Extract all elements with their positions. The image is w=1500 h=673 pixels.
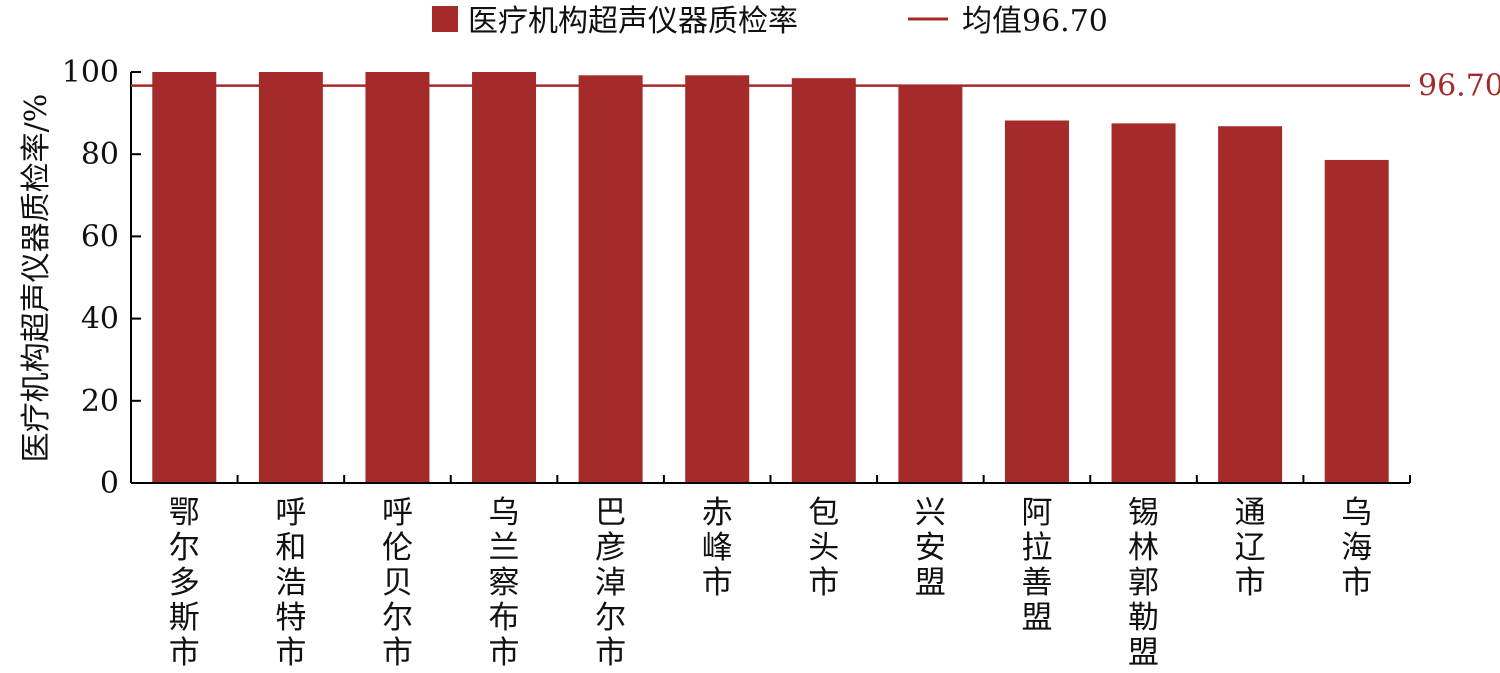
y-tick-label: 20 [81, 384, 119, 419]
y-tick-label: 40 [81, 302, 119, 337]
bar [1218, 126, 1283, 483]
y-tick-label: 100 [62, 55, 119, 90]
x-tick-label: 赤峰市 [702, 495, 733, 601]
bar [258, 72, 323, 483]
y-tick-label: 80 [81, 137, 119, 172]
x-tick-label: 乌兰察布市 [489, 495, 520, 671]
x-tick-label: 呼伦贝尔市 [382, 495, 413, 671]
y-axis-label: 医疗机构超声仪器质检率/% [19, 94, 54, 463]
legend-swatch-bar [432, 6, 458, 32]
y-tick-label: 0 [100, 466, 119, 501]
bar [365, 72, 430, 483]
x-axis: 鄂尔多斯市 呼和浩特市 呼伦贝尔市 乌兰察布市 巴彦淖尔市 赤峰市 包头市 兴安盟 阿拉善盟 锡林… [130, 475, 1411, 671]
x-tick-label: 兴安盟 [915, 495, 946, 601]
x-tick-label: 通辽市 [1235, 495, 1266, 601]
x-tick-label: 乌海市 [1341, 495, 1372, 601]
bar [578, 75, 643, 484]
bar [1004, 120, 1069, 484]
legend: 医疗机构超声仪器质检率 均值96.70 [432, 4, 1108, 39]
bar [685, 75, 750, 484]
bar [1111, 123, 1176, 483]
y-tick-label: 60 [81, 219, 119, 254]
bar [152, 72, 217, 483]
mean-reference: 96.70 [131, 69, 1500, 104]
bar [472, 72, 537, 483]
x-tick-label: 阿拉善盟 [1021, 495, 1052, 636]
legend-label-bar: 医疗机构超声仪器质检率 [468, 4, 798, 39]
bar [791, 78, 856, 483]
x-tick-label: 鄂尔多斯市 [169, 495, 200, 671]
legend-label-mean: 均值96.70 [962, 4, 1108, 39]
bar [898, 85, 963, 484]
bars [152, 72, 1389, 484]
x-tick-label: 包头市 [808, 495, 839, 601]
x-tick-label: 巴彦淖尔市 [595, 495, 626, 671]
x-tick-label: 呼和浩特市 [275, 495, 306, 671]
mean-value-label: 96.70 [1418, 69, 1500, 104]
bar [1324, 159, 1389, 484]
y-axis: 0 20 40 60 80 100 [62, 55, 141, 501]
x-tick-label: 锡林郭勒盟 [1128, 495, 1159, 671]
